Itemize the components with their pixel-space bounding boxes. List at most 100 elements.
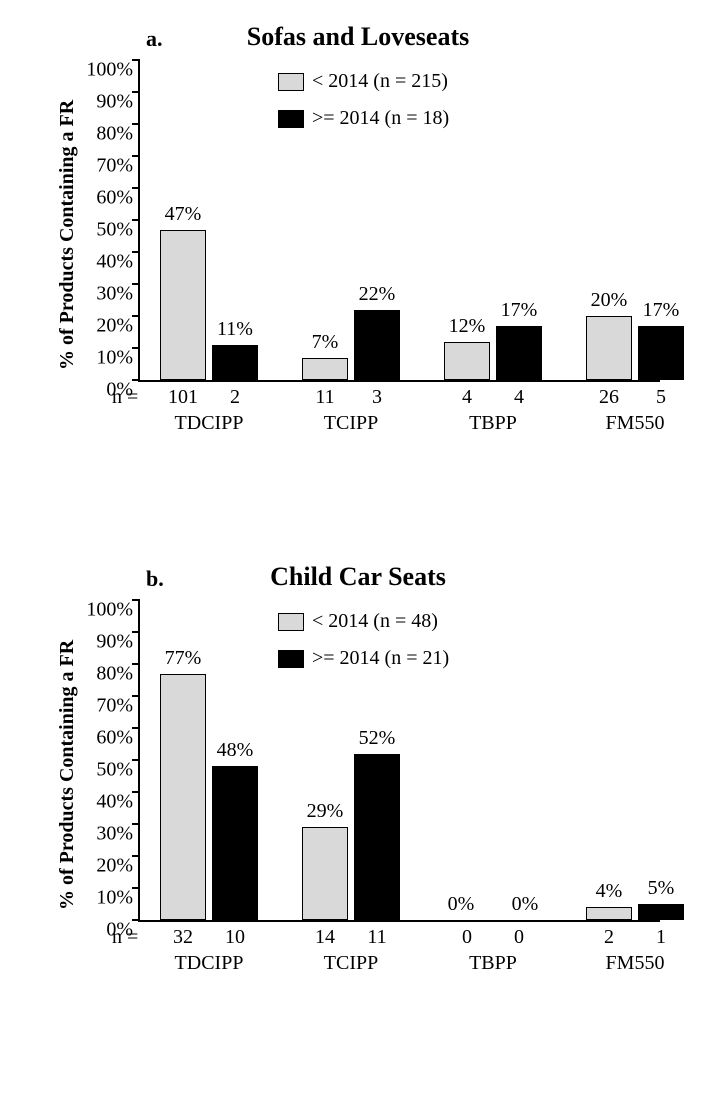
- bar: [444, 342, 490, 380]
- bar-value-label: 29%: [307, 800, 344, 823]
- legend-label: >= 2014 (n = 21): [312, 647, 449, 670]
- bar-n-label: 101: [168, 386, 198, 409]
- bar-value-label: 17%: [643, 299, 680, 322]
- bar: [638, 326, 684, 380]
- y-tick-mark: [132, 251, 140, 253]
- legend-item: >= 2014 (n = 21): [278, 647, 449, 670]
- y-tick-label: 90%: [78, 91, 133, 114]
- legend-item: < 2014 (n = 215): [278, 70, 449, 93]
- bar-value-label: 52%: [359, 727, 396, 750]
- legend-swatch: [278, 650, 304, 668]
- y-tick-mark: [132, 663, 140, 665]
- bar-n-label: 11: [367, 926, 386, 949]
- legend-item: >= 2014 (n = 18): [278, 107, 449, 130]
- bar-value-label: 47%: [165, 203, 202, 226]
- bar: [160, 674, 206, 920]
- y-tick-label: 40%: [78, 791, 133, 814]
- bar-n-label: 0: [462, 926, 472, 949]
- bar-n-label: 0: [514, 926, 524, 949]
- y-tick-mark: [132, 695, 140, 697]
- bar: [302, 827, 348, 920]
- y-tick-label: 100%: [78, 59, 133, 82]
- bar-value-label: 4%: [596, 880, 623, 903]
- x-category-label: FM550: [606, 412, 665, 435]
- y-tick-mark: [132, 887, 140, 889]
- bar: [212, 345, 258, 380]
- bar-value-label: 0%: [448, 893, 475, 916]
- y-axis-label: % of Products Containing a FR: [56, 100, 79, 370]
- y-tick-mark: [132, 791, 140, 793]
- chart-panel-a: a.Sofas and Loveseats% of Products Conta…: [38, 20, 678, 520]
- bar-n-label: 2: [604, 926, 614, 949]
- y-tick-label: 90%: [78, 631, 133, 654]
- y-tick-label: 100%: [78, 599, 133, 622]
- bar: [354, 310, 400, 380]
- y-tick-label: 20%: [78, 855, 133, 878]
- y-tick-mark: [132, 91, 140, 93]
- y-tick-label: 10%: [78, 347, 133, 370]
- bar-value-label: 48%: [217, 739, 254, 762]
- y-tick-mark: [132, 823, 140, 825]
- bar: [302, 358, 348, 380]
- bar-value-label: 22%: [359, 283, 396, 306]
- y-tick-label: 50%: [78, 219, 133, 242]
- bar-n-label: 4: [514, 386, 524, 409]
- bar-n-label: 11: [315, 386, 334, 409]
- bar: [638, 904, 684, 920]
- y-tick-mark: [132, 59, 140, 61]
- bar: [212, 766, 258, 920]
- legend-swatch: [278, 73, 304, 91]
- bar-value-label: 7%: [312, 331, 339, 354]
- y-tick-label: 80%: [78, 663, 133, 686]
- bar-n-label: 26: [599, 386, 619, 409]
- y-tick-label: 80%: [78, 123, 133, 146]
- bar-n-label: 5: [656, 386, 666, 409]
- bar-value-label: 17%: [501, 299, 538, 322]
- n-prefix-label: n =: [112, 926, 138, 949]
- x-category-label: TCIPP: [324, 412, 378, 435]
- bar-n-label: 2: [230, 386, 240, 409]
- y-tick-label: 20%: [78, 315, 133, 338]
- y-axis-label: % of Products Containing a FR: [56, 640, 79, 910]
- y-tick-label: 70%: [78, 155, 133, 178]
- y-tick-label: 60%: [78, 187, 133, 210]
- bar-n-label: 10: [225, 926, 245, 949]
- legend: < 2014 (n = 215) >= 2014 (n = 18): [278, 70, 449, 144]
- bar-n-label: 3: [372, 386, 382, 409]
- legend-swatch: [278, 613, 304, 631]
- y-tick-mark: [132, 347, 140, 349]
- y-tick-mark: [132, 187, 140, 189]
- x-category-label: TBPP: [469, 952, 517, 975]
- x-category-label: TDCIPP: [175, 412, 244, 435]
- legend-label: >= 2014 (n = 18): [312, 107, 449, 130]
- bar-value-label: 77%: [165, 647, 202, 670]
- bar-n-label: 1: [656, 926, 666, 949]
- bar-value-label: 11%: [217, 318, 253, 341]
- y-tick-label: 10%: [78, 887, 133, 910]
- bar-value-label: 12%: [449, 315, 486, 338]
- bar-n-label: 4: [462, 386, 472, 409]
- bar: [160, 230, 206, 380]
- legend-label: < 2014 (n = 48): [312, 610, 438, 633]
- y-tick-mark: [132, 123, 140, 125]
- y-tick-label: 70%: [78, 695, 133, 718]
- y-tick-mark: [132, 727, 140, 729]
- y-tick-mark: [132, 155, 140, 157]
- n-prefix-label: n =: [112, 386, 138, 409]
- y-tick-label: 30%: [78, 823, 133, 846]
- y-tick-mark: [132, 219, 140, 221]
- x-category-label: TBPP: [469, 412, 517, 435]
- y-tick-mark: [132, 631, 140, 633]
- y-tick-mark: [132, 855, 140, 857]
- bar: [354, 754, 400, 920]
- legend-swatch: [278, 110, 304, 128]
- bar: [496, 326, 542, 380]
- y-tick-mark: [132, 759, 140, 761]
- bar-n-label: 32: [173, 926, 193, 949]
- y-tick-mark: [132, 919, 140, 921]
- bar-value-label: 0%: [512, 893, 539, 916]
- panel-title: Sofas and Loveseats: [38, 22, 678, 52]
- y-tick-label: 30%: [78, 283, 133, 306]
- x-category-label: TCIPP: [324, 952, 378, 975]
- bar: [586, 316, 632, 380]
